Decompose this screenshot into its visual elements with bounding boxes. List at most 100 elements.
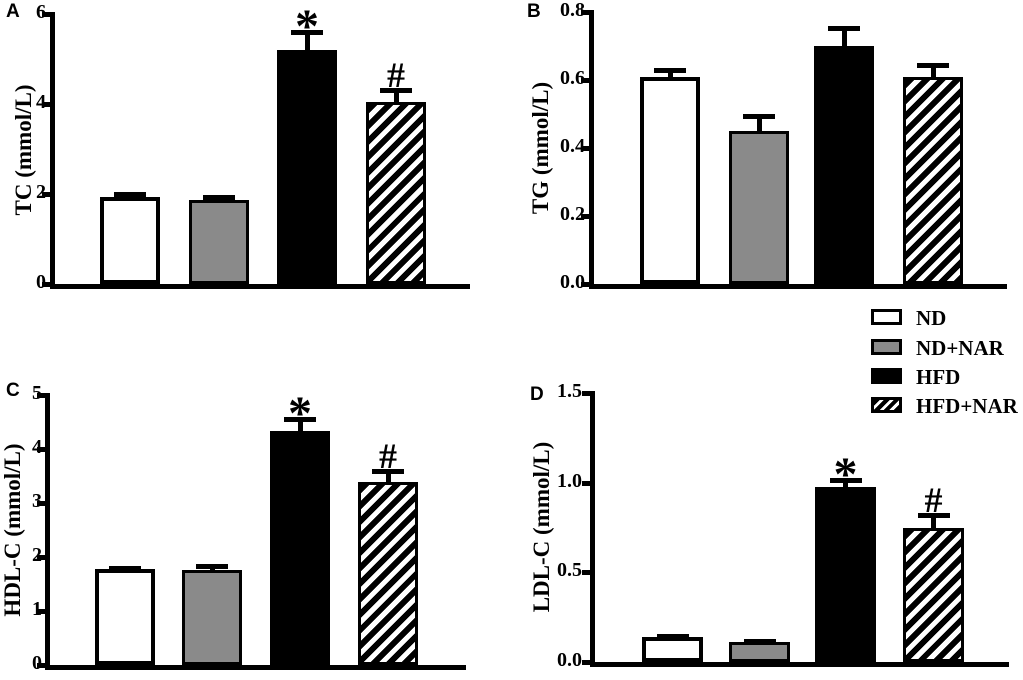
panel-A-y-axis-label: TC (mmol/L) xyxy=(11,84,36,216)
panel-B-tick-label: 0.0 xyxy=(560,271,585,293)
panel-A-tick-label: 0 xyxy=(36,271,46,293)
panel-A-sig-hash-HFD+NAR: # xyxy=(387,55,405,96)
panel-C-tick-label: 3 xyxy=(32,490,42,512)
panel-B-tick-label: 0.6 xyxy=(560,67,585,89)
panel-D-tick xyxy=(582,480,590,486)
panel-D-bar-ND+NAR xyxy=(729,642,790,662)
panel-A-bar-ND xyxy=(100,197,160,284)
panel-B-tick xyxy=(581,146,589,151)
panel-B-errorbar-stem-ND xyxy=(667,72,673,79)
panel-D-tick xyxy=(582,570,590,576)
panel-A-x-axis xyxy=(50,284,470,289)
panel-C-letter: C xyxy=(6,380,20,401)
panel-B-tick xyxy=(581,10,589,15)
panel-D-tick-label: 1.0 xyxy=(557,469,582,492)
panel-C-sig-star-HFD: * xyxy=(288,387,312,441)
panel-A-bar-HFD xyxy=(277,50,337,284)
panel-B-errorbar-cap-ND xyxy=(654,68,686,74)
panel-A-bar-ND+NAR xyxy=(189,199,249,284)
panel-D-tick-label: 0.0 xyxy=(557,649,582,671)
legend-label-HFD+NAR: HFD+NAR xyxy=(916,394,1018,418)
panel-C-y-axis xyxy=(45,393,50,670)
panel-A-y-axis xyxy=(50,12,55,289)
panel-D-tick-label: 1.5 xyxy=(557,380,582,402)
panel-D-errorbar-stem-HFD xyxy=(843,482,848,490)
panel-C-bar-ND xyxy=(95,568,155,665)
panel-C-bar-ND+NAR xyxy=(182,569,242,665)
panel-C-tick-label: 2 xyxy=(32,544,42,566)
panel-C-tick xyxy=(37,555,45,560)
panel-B-errorbar-stem-HFD+NAR xyxy=(930,67,936,79)
panel-A-bar-HFD+NAR xyxy=(366,101,426,284)
panel-B-tick xyxy=(581,78,589,83)
panel-C-bar-HFD xyxy=(270,431,330,665)
panel-D-errorbar-stem-ND+NAR xyxy=(757,642,762,645)
panel-C-errorbar-cap-ND xyxy=(109,566,141,572)
panel-A-errorbar-cap-HFD+NAR xyxy=(380,88,412,94)
panel-B-errorbar-stem-ND+NAR xyxy=(756,118,762,133)
panel-B-tick xyxy=(581,214,589,219)
panel-A-sig-star-HFD: * xyxy=(295,0,319,53)
panel-D-sig-hash-HFD+NAR: # xyxy=(924,480,943,521)
legend-swatch-ND xyxy=(871,309,902,325)
panel-C-errorbar-stem-HFD+NAR xyxy=(385,472,391,484)
panel-B-tick-label: 0.2 xyxy=(560,203,585,225)
panel-C-tick-label: 5 xyxy=(32,382,42,404)
panel-D-errorbar-cap-ND xyxy=(656,634,689,640)
panel-B-errorbar-cap-HFD+NAR xyxy=(917,63,949,68)
legend-swatch-HFD xyxy=(871,368,902,384)
legend-label-HFD: HFD xyxy=(916,365,961,389)
panel-C-x-axis xyxy=(45,665,466,670)
panel-D-bar-HFD+NAR xyxy=(903,527,964,662)
panel-A-tick xyxy=(42,12,50,17)
panel-D-errorbar-cap-HFD xyxy=(829,478,862,484)
legend-swatch-ND+NAR xyxy=(871,339,902,355)
panel-A-letter: A xyxy=(6,1,20,22)
panel-D-tick xyxy=(582,391,590,396)
panel-A-errorbar-stem-HFD xyxy=(304,33,310,52)
panel-B-tick-label: 0.4 xyxy=(560,135,585,157)
panel-C-tick xyxy=(37,501,45,506)
panel-B-bar-HFD+NAR xyxy=(903,76,963,284)
panel-D-bar-ND xyxy=(642,636,703,662)
panel-D-y-axis-label: LDL-C (mmol/L) xyxy=(529,441,554,613)
panel-C-errorbar-cap-ND+NAR xyxy=(196,564,228,570)
panel-B-x-axis xyxy=(589,284,1007,289)
panel-A-errorbar-cap-HFD xyxy=(291,29,323,35)
panel-B-y-axis xyxy=(589,10,594,289)
legend-label-ND+NAR: ND+NAR xyxy=(916,336,1004,360)
panel-C-tick xyxy=(37,393,45,398)
panel-C-y-axis-label: HDL-C (mmol/L) xyxy=(0,443,25,617)
panel-C-tick xyxy=(37,447,45,452)
legend-swatch-HFD+NAR xyxy=(871,397,902,413)
panel-C-errorbar-stem-ND xyxy=(122,570,128,571)
panel-A-tick xyxy=(42,192,50,197)
panel-C-tick-label: 4 xyxy=(32,436,42,458)
legend-label-ND: ND xyxy=(916,306,947,330)
panel-D-errorbar-stem-HFD+NAR xyxy=(931,517,936,530)
panel-D-tick xyxy=(582,660,590,665)
panel-C-tick xyxy=(37,609,45,614)
panel-A-tick-label: 2 xyxy=(36,181,46,203)
panel-B-bar-HFD xyxy=(814,46,874,284)
panel-B-letter: B xyxy=(527,1,541,22)
panel-C-bar-HFD+NAR xyxy=(358,481,418,665)
panel-D-x-axis xyxy=(590,662,1009,667)
panel-D-errorbar-cap-ND+NAR xyxy=(743,638,776,644)
panel-B-bar-ND xyxy=(640,76,700,284)
panel-C-tick-label: 1 xyxy=(32,598,42,620)
panel-D-sig-star-HFD: * xyxy=(833,448,858,502)
panel-A-tick-label: 4 xyxy=(36,91,46,113)
panel-A-errorbar-stem-ND+NAR xyxy=(216,199,222,202)
panel-B-tick xyxy=(581,282,589,287)
panel-B-errorbar-cap-ND+NAR xyxy=(743,114,775,119)
panel-A-tick-label: 6 xyxy=(36,1,46,23)
panel-A-errorbar-cap-ND xyxy=(114,191,146,197)
panel-C-sig-hash-HFD+NAR: # xyxy=(379,435,397,476)
panel-D-errorbar-stem-ND xyxy=(670,638,675,639)
panel-A-tick xyxy=(42,282,50,287)
panel-D-letter: D xyxy=(530,384,544,405)
panel-D-tick-label: 0.5 xyxy=(557,559,582,582)
panel-C-tick-label: 0 xyxy=(32,652,42,674)
